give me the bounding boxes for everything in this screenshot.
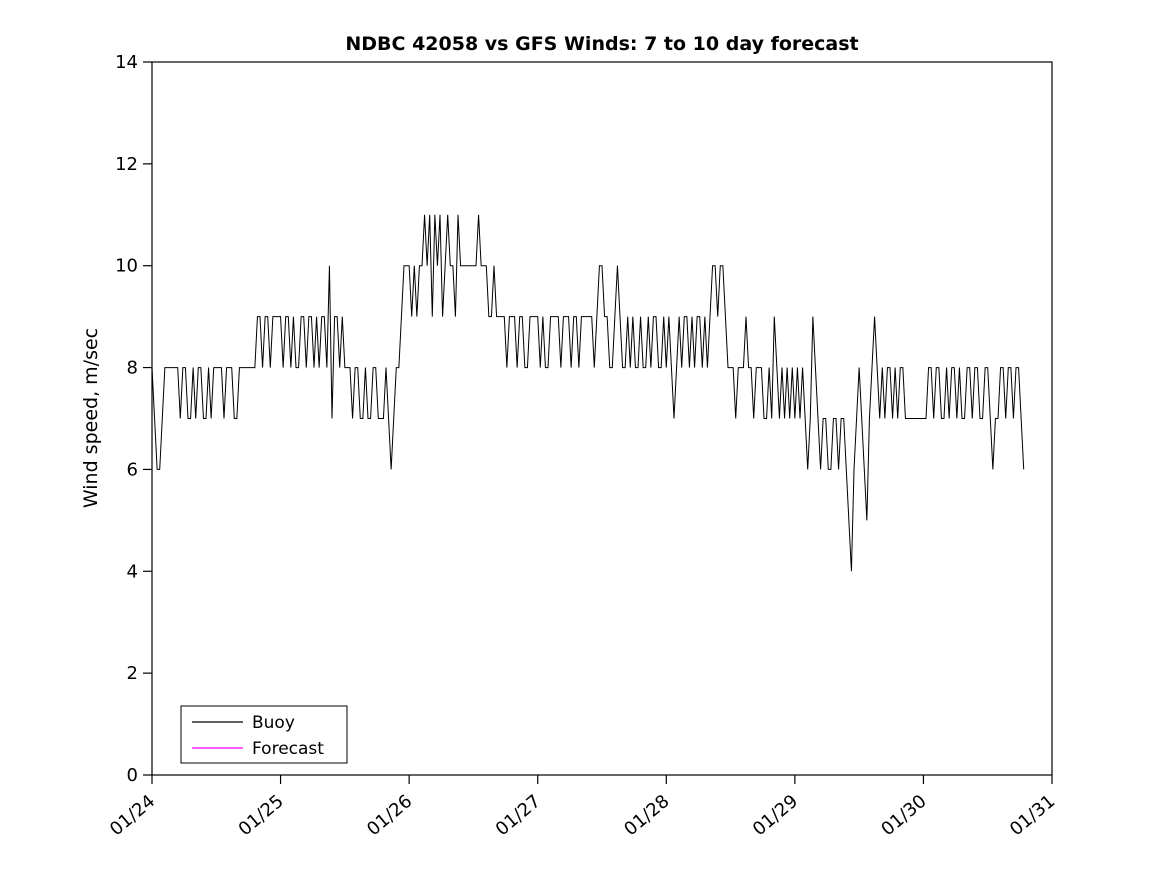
x-tick-label: 01/27 bbox=[492, 791, 545, 840]
y-tick-label: 14 bbox=[115, 52, 138, 73]
x-tick-label: 01/25 bbox=[235, 791, 288, 840]
axes-box bbox=[151, 61, 1053, 776]
x-tick-label: 01/29 bbox=[749, 791, 802, 840]
x-tick-label: 01/26 bbox=[363, 791, 416, 840]
y-tick-label: 10 bbox=[115, 256, 138, 277]
legend: Buoy Forecast bbox=[180, 705, 348, 764]
y-axis-label: Wind speed, m/sec bbox=[80, 328, 102, 508]
legend-label-forecast: Forecast bbox=[252, 739, 324, 759]
chart-title: NDBC 42058 vs GFS Winds: 7 to 10 day for… bbox=[345, 33, 858, 55]
y-tick-label: 8 bbox=[127, 358, 138, 379]
y-tick-label: 12 bbox=[115, 154, 138, 175]
series-buoy bbox=[151, 214, 1025, 572]
x-tick-label: 01/30 bbox=[877, 791, 930, 840]
y-tick-label: 6 bbox=[127, 459, 138, 480]
legend-label-buoy: Buoy bbox=[252, 713, 295, 733]
x-tick-label: 01/24 bbox=[106, 791, 159, 840]
y-tick-label: 4 bbox=[127, 561, 138, 582]
x-tick-label: 01/28 bbox=[620, 791, 673, 840]
legend-box bbox=[180, 705, 348, 764]
y-tick-label: 0 bbox=[127, 765, 138, 786]
x-tick-label: 01/31 bbox=[1006, 791, 1059, 840]
y-tick-label: 2 bbox=[127, 663, 138, 684]
